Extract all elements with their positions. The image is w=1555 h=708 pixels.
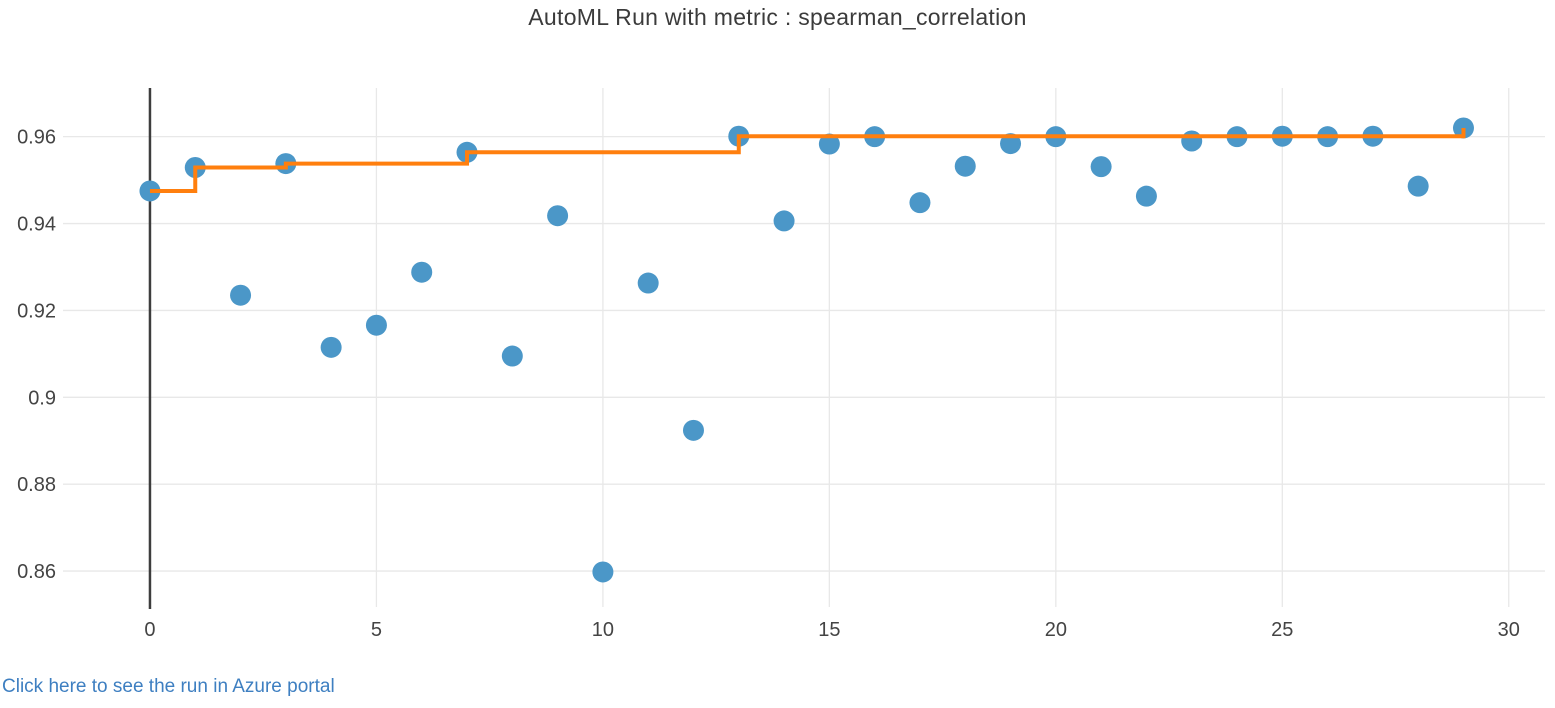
x-tick-label: 25 xyxy=(1271,619,1293,641)
y-tick-label: 0.94 xyxy=(17,214,56,236)
x-tick-label: 0 xyxy=(144,619,155,641)
x-tick-label: 20 xyxy=(1045,619,1067,641)
best-metric-step-line xyxy=(149,127,1466,193)
scatter-point[interactable] xyxy=(1135,185,1157,207)
x-tick-label: 10 xyxy=(592,619,614,641)
scatter-point[interactable] xyxy=(547,205,569,227)
scatter-point[interactable] xyxy=(818,133,840,155)
x-tick-label: 30 xyxy=(1498,619,1520,641)
scatter-point[interactable] xyxy=(1000,133,1022,155)
x-tick-label: 5 xyxy=(371,619,382,641)
scatter-point[interactable] xyxy=(637,272,659,294)
scatter-point[interactable] xyxy=(1181,130,1203,152)
scatter-point[interactable] xyxy=(682,419,704,441)
chart-title: AutoML Run with metric : spearman_correl… xyxy=(528,4,1027,30)
y-tick-label: 0.9 xyxy=(28,387,56,409)
scatter-point[interactable] xyxy=(1407,175,1429,197)
chart-canvas[interactable]: 0.96 0.94 0.92 0.9 0.88 0.86 0 5 10 15 20 25 30 xyxy=(0,0,1555,650)
scatter-point[interactable] xyxy=(773,210,795,232)
run-metric-chart[interactable]: AutoML Run with metric : spearman_correl… xyxy=(0,0,1555,650)
scatter-point[interactable] xyxy=(909,192,931,214)
y-tick-label: 0.86 xyxy=(17,561,56,583)
y-tick-label: 0.88 xyxy=(17,474,56,496)
y-tick-label: 0.92 xyxy=(17,300,56,322)
azure-portal-link[interactable]: Click here to see the run in Azure porta… xyxy=(2,676,335,697)
scatter-point[interactable] xyxy=(320,336,342,358)
scatter-point[interactable] xyxy=(230,284,252,306)
scatter-point[interactable] xyxy=(1090,156,1112,178)
x-tick-label: 15 xyxy=(818,619,840,641)
y-tick-label: 0.96 xyxy=(17,127,56,149)
scatter-point[interactable] xyxy=(501,345,523,367)
scatter-point[interactable] xyxy=(365,314,387,336)
scatter-point[interactable] xyxy=(592,561,614,583)
scatter-point[interactable] xyxy=(411,261,433,283)
scatter-point[interactable] xyxy=(954,155,976,177)
